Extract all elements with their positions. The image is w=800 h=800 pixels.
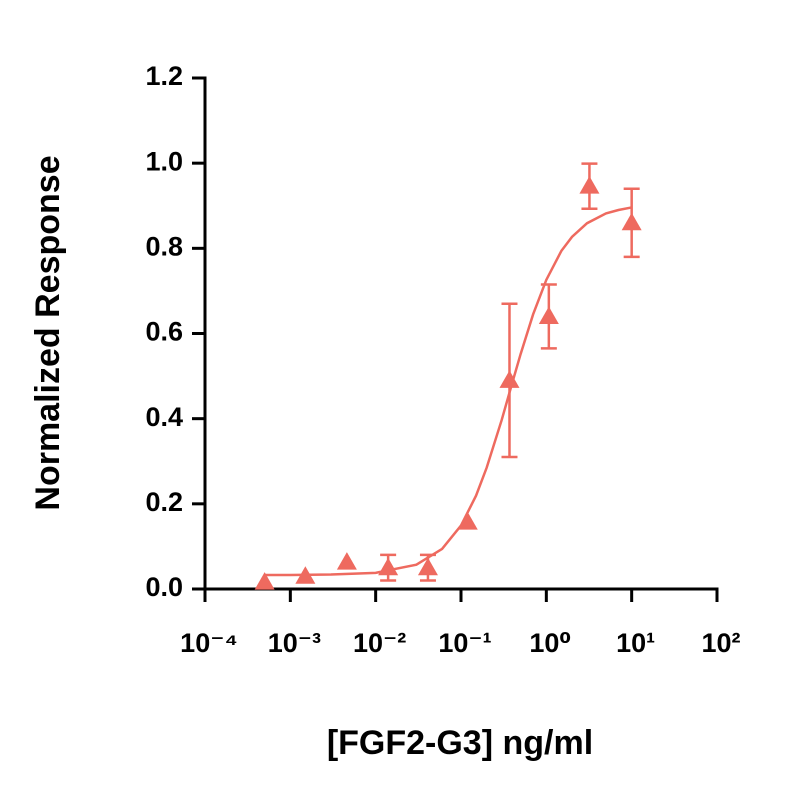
y-tick-label: 0.0 (145, 572, 183, 602)
data-point (254, 572, 275, 590)
data-point (499, 370, 520, 388)
x-tick-label: 10⁻³ (268, 628, 321, 658)
y-tick-label: 0.8 (145, 231, 183, 261)
data-point (579, 176, 600, 194)
data-point (538, 306, 559, 324)
x-tick-label: 10⁻⁴ (180, 628, 238, 658)
x-axis-title: [FGF2-G3] ng/ml (327, 724, 593, 762)
data-point (336, 552, 357, 570)
data-point (621, 212, 642, 231)
y-tick-label: 1.0 (145, 146, 183, 176)
data-point (295, 566, 316, 584)
y-tick-label: 0.4 (145, 402, 183, 432)
x-tick-label: 10⁰ (529, 628, 571, 658)
y-axis-title: Normalized Response (29, 155, 67, 510)
x-tick-label: 10⁻¹ (438, 628, 491, 658)
fit-curve (264, 206, 632, 577)
data-point (378, 557, 399, 576)
data-point (457, 512, 478, 530)
x-tick-label: 10² (701, 628, 740, 658)
data-point (417, 557, 438, 576)
y-tick-label: 0.2 (145, 487, 183, 517)
y-tick-label: 1.2 (145, 61, 183, 91)
y-tick-label: 0.6 (145, 317, 183, 347)
x-tick-label: 10¹ (616, 628, 655, 658)
x-tick-label: 10⁻² (353, 628, 406, 658)
